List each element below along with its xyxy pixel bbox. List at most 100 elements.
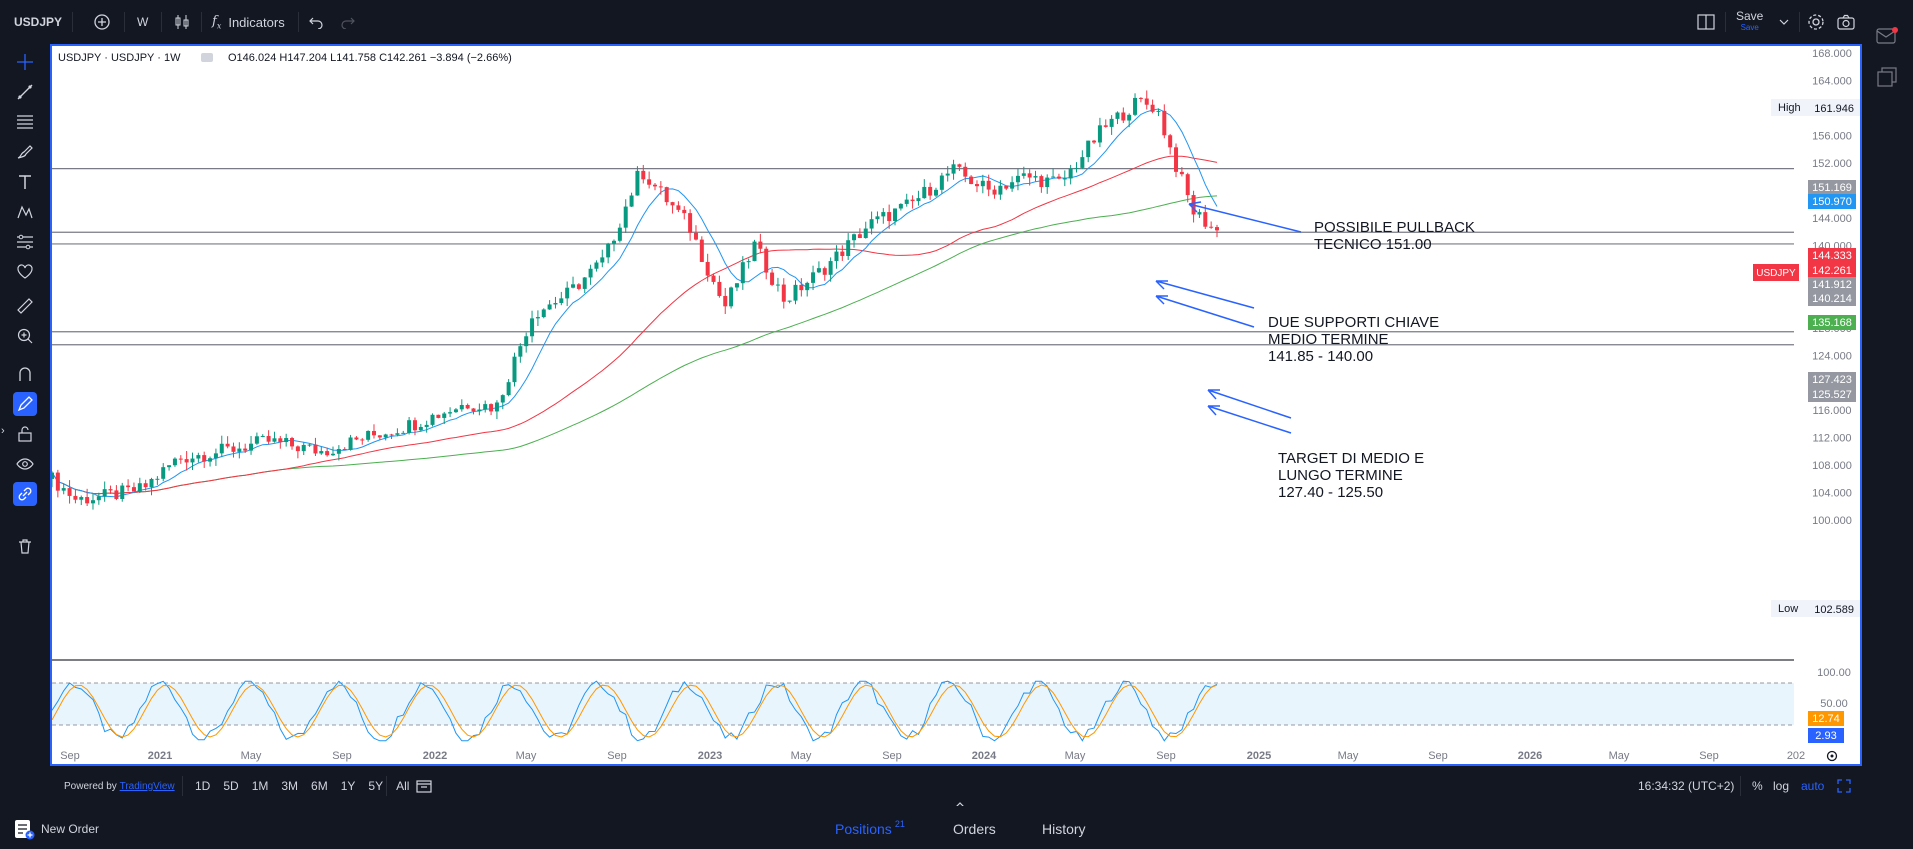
range-button-3m[interactable]: 3M	[281, 779, 299, 793]
pattern-tool-icon[interactable]	[13, 200, 37, 224]
candle-body	[184, 459, 189, 463]
crosshair-icon[interactable]	[13, 50, 37, 74]
compare-symbol-icon[interactable]	[93, 0, 111, 44]
divider	[1725, 12, 1726, 32]
chart-pane[interactable]: 168.000164.000160.000156.000152.000148.0…	[50, 44, 1862, 766]
tab-positions[interactable]: Positions 21	[835, 814, 905, 844]
candle-body	[641, 170, 646, 180]
time-tick-label: Sep	[882, 750, 902, 762]
camera-snapshot-icon[interactable]	[1837, 0, 1855, 44]
arrow-support-2[interactable]	[1155, 295, 1255, 328]
sync-drawings-link-icon[interactable]	[13, 482, 37, 506]
settings-gear-icon[interactable]	[1826, 750, 1838, 762]
pages-icon[interactable]	[1877, 67, 1897, 92]
magnet-icon[interactable]	[13, 362, 37, 386]
candle-body	[336, 449, 341, 454]
tab-orders[interactable]: Orders	[953, 821, 996, 837]
auto-toggle[interactable]: auto	[1801, 779, 1825, 793]
new-order-button[interactable]: New Order	[13, 814, 99, 844]
arrow-target-1[interactable]	[1207, 389, 1292, 419]
low-value: 102.589	[1814, 604, 1854, 616]
note-supports-line3[interactable]: 141.85 - 140.00	[1268, 348, 1373, 365]
price-tick-label: 168.000	[1812, 48, 1852, 60]
symbol-search-button[interactable]: USDJPY	[14, 15, 63, 29]
range-button-5d[interactable]: 5D	[223, 779, 239, 793]
price-tag: 140.214	[1812, 293, 1852, 305]
undo-icon[interactable]	[308, 0, 324, 44]
prediction-tool-icon[interactable]	[13, 230, 37, 254]
log-toggle[interactable]: log	[1773, 779, 1790, 793]
trash-icon[interactable]	[13, 534, 37, 558]
range-button-1d[interactable]: 1D	[195, 779, 211, 793]
save-button[interactable]: Save Save	[1736, 0, 1763, 44]
chart-canvas[interactable]: 168.000164.000160.000156.000152.000148.0…	[50, 46, 1861, 764]
candle-body	[1109, 118, 1114, 127]
candle-body	[945, 173, 950, 176]
candle-body	[418, 426, 423, 431]
note-target-line3[interactable]: 127.40 - 125.50	[1278, 484, 1383, 501]
candle-body	[290, 438, 295, 447]
zoom-in-icon[interactable]	[13, 324, 37, 348]
redo-icon[interactable]	[340, 0, 356, 44]
range-button-5y[interactable]: 5Y	[368, 779, 384, 793]
stoch-d-line	[51, 684, 1218, 738]
candle-body	[828, 261, 833, 275]
price-tag-bg	[1808, 387, 1856, 402]
legend-title[interactable]: USDJPY · USDJPY · 1W	[58, 52, 181, 64]
percent-toggle[interactable]: %	[1752, 779, 1763, 793]
tradingview-link[interactable]: TradingView	[119, 780, 175, 792]
lock-icon[interactable]	[13, 422, 37, 446]
chevron-down-icon[interactable]	[1779, 0, 1789, 44]
range-button-all[interactable]: All	[396, 779, 410, 793]
candle-body	[1174, 147, 1179, 172]
candle-body	[805, 282, 810, 291]
heart-icon[interactable]	[13, 260, 37, 284]
settings-gear-icon[interactable]	[1807, 0, 1825, 44]
note-supports-line1[interactable]: DUE SUPPORTI CHIAVE	[1268, 314, 1439, 331]
text-tool-icon[interactable]	[13, 170, 37, 194]
note-target-line2[interactable]: LUNGO TERMINE	[1278, 467, 1403, 484]
arrow-pullback[interactable]	[1188, 201, 1302, 233]
collapse-toolbar-chevron-icon[interactable]: ›	[1, 425, 5, 437]
range-button-6m[interactable]: 6M	[311, 779, 328, 793]
indicators-button[interactable]: fx Indicators	[212, 0, 285, 44]
candle-body	[178, 458, 183, 460]
messages-icon[interactable]	[1876, 27, 1898, 50]
note-pullback-line1[interactable]: POSSIBILE PULLBACK	[1314, 219, 1475, 236]
candle-body	[734, 283, 739, 288]
candles-chart-type-icon[interactable]	[174, 0, 190, 44]
fullscreen-icon[interactable]	[1837, 766, 1851, 806]
note-target-line1[interactable]: TARGET DI MEDIO E	[1278, 450, 1424, 467]
clock[interactable]: 16:34:32 (UTC+2)	[1638, 779, 1735, 793]
range-button-1m[interactable]: 1M	[251, 779, 269, 793]
candle-body	[951, 164, 956, 174]
tab-history[interactable]: History	[1042, 821, 1086, 837]
stay-in-drawing-mode-icon[interactable]	[13, 392, 37, 416]
trend-line-icon[interactable]	[13, 80, 37, 104]
note-supports-line2[interactable]: MEDIO TERMINE	[1268, 331, 1389, 348]
arrow-support-1[interactable]	[1155, 280, 1255, 309]
annotation-arrows[interactable]	[1155, 201, 1302, 434]
candle-body	[61, 488, 66, 491]
fib-retracement-icon[interactable]	[13, 110, 37, 134]
arrow-target-2[interactable]	[1207, 405, 1292, 434]
price-tag: 125.527	[1812, 389, 1852, 401]
candle-body	[787, 300, 792, 302]
candle-body	[623, 206, 628, 228]
candle-body	[131, 487, 136, 492]
brush-icon[interactable]	[13, 140, 37, 164]
goto-date-icon[interactable]	[416, 766, 432, 806]
time-tick-label: 2024	[972, 750, 997, 762]
candle-body	[1121, 112, 1126, 121]
interval-button[interactable]: W	[137, 15, 149, 29]
eye-icon[interactable]	[13, 452, 37, 476]
time-axis[interactable]: Sep 2021 May Sep 2022 May Sep 2023 May Sep 2024 May…	[60, 750, 1805, 762]
ruler-icon[interactable]	[13, 294, 37, 318]
candle-body	[524, 336, 529, 347]
candle-body	[430, 414, 435, 425]
range-button-1y[interactable]: 1Y	[340, 779, 356, 793]
price-tick-label: 144.000	[1812, 213, 1852, 225]
candle-body	[395, 433, 400, 435]
layout-icon[interactable]	[1697, 0, 1715, 44]
note-pullback-line2[interactable]: TECNICO 151.00	[1314, 236, 1432, 253]
